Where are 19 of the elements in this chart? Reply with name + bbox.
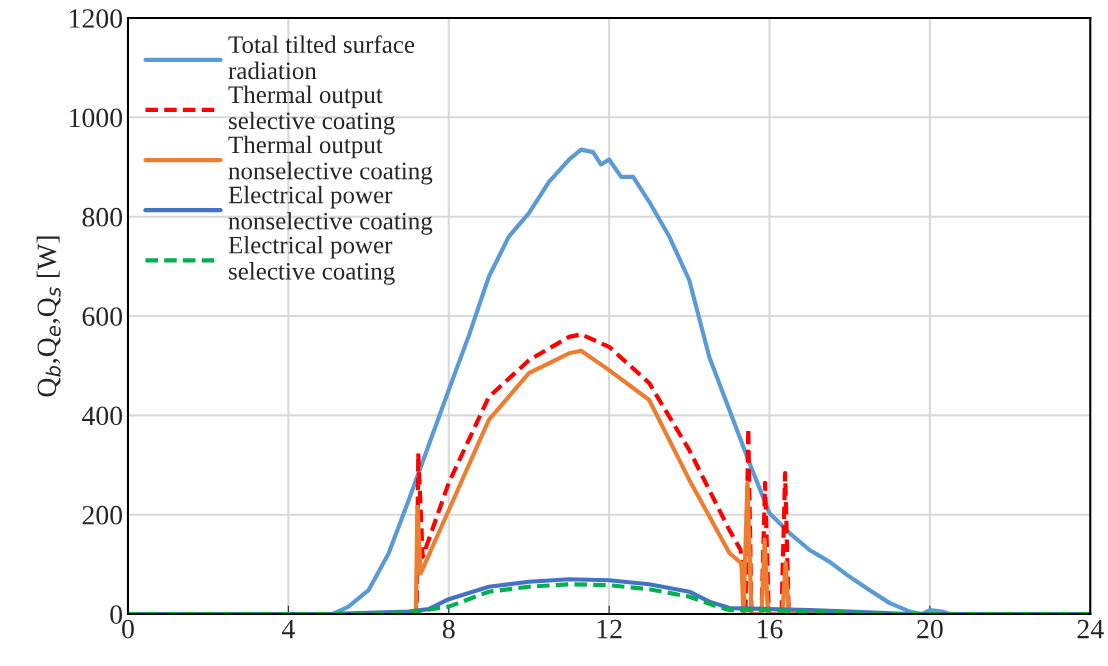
legend-label: Total tilted surface radiation: [228, 35, 415, 80]
y-tick-label: 200: [82, 505, 123, 525]
y-tick-label: 600: [82, 307, 123, 326]
legend-label: Thermal output selective coating: [228, 85, 395, 135]
x-tick-label: 24: [1077, 619, 1104, 639]
x-tick-label: 20: [917, 619, 943, 639]
y-tick-label: 1000: [70, 108, 123, 128]
x-tick-label: 4: [281, 619, 295, 639]
legend-label: Electrical power nonselective coating: [228, 185, 433, 235]
y-tick-label: 800: [82, 207, 123, 227]
y-tick-label: 1200: [70, 9, 123, 28]
x-tick-label: 16: [758, 619, 783, 639]
legend-label: Electrical power selective coating: [228, 235, 395, 285]
x-tick-label: 8: [442, 619, 455, 639]
y-tick-label: 0: [110, 605, 123, 624]
y-axis-title: Q$_{b}$,Q$_{e}$,Q$_{s}$ [W]: [36, 236, 61, 397]
x-tick-label: 12: [597, 619, 622, 639]
y-tick-label: 400: [81, 406, 123, 426]
legend-label: Thermal output nonselective coating: [228, 135, 433, 185]
